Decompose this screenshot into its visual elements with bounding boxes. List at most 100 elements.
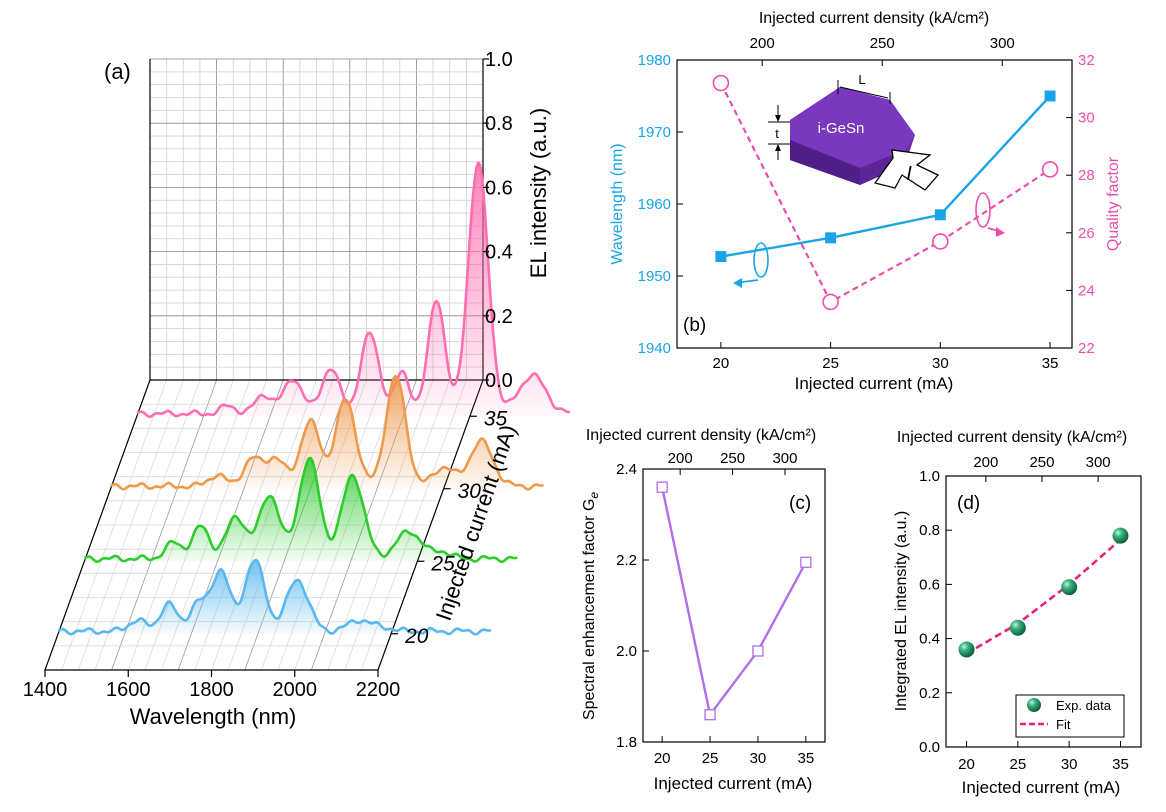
wavelength-axis-title: Wavelength (nm) (130, 704, 297, 729)
spectra-series (57, 161, 570, 636)
top-tick-label: 250 (1029, 454, 1054, 471)
intensity-tick-labels: 0.0 0.2 0.4 0.6 0.8 1.0 (483, 49, 513, 392)
z-tick-label: 0.2 (485, 306, 513, 328)
right-axis-indicator (975, 192, 1005, 237)
panel-b-chart: 20 25 30 35 1940 1950 1960 1970 1980 22 24 26 28 30 32… (609, 10, 1122, 393)
panel-c-x-title: Injected current (mA) (654, 774, 813, 793)
panel-d-series (958, 527, 1129, 658)
z-tick-label: 0.8 (485, 113, 513, 135)
top-tick-label: 200 (668, 450, 693, 467)
panel-b-label: (b) (683, 315, 706, 336)
y-tick-label: 0.6 (919, 576, 940, 593)
exp-data-marker (1061, 579, 1078, 596)
exp-data-marker (958, 641, 975, 658)
quality-factor-marker (932, 233, 949, 250)
wavelength-tick-labels: 1400 1600 1800 2000 2200 (23, 670, 401, 701)
wavelength-marker (1044, 90, 1056, 102)
right-tick-label: 32 (1078, 52, 1095, 69)
inset-material-label: i-GeSn (818, 120, 865, 137)
series-area-20mA (58, 560, 491, 635)
panel-d-legend: Exp. data Fit (1015, 694, 1125, 738)
x-tick-label: 35 (797, 750, 814, 767)
right-tick-label: 30 (1078, 110, 1095, 127)
enhancement-marker (800, 556, 812, 568)
x-tick-label: 25 (1009, 756, 1026, 773)
legend-exp-label: Exp. data (1056, 698, 1112, 713)
y-tick-label: 0.4 (919, 631, 940, 648)
series-line-30mA (110, 374, 544, 491)
z-tick-label: 0.4 (485, 242, 513, 264)
top-tick-label: 250 (720, 450, 745, 467)
x-tick-label: 20 (713, 355, 730, 372)
left-tick-label: 1950 (638, 268, 671, 285)
left-tick-label: 1970 (638, 124, 671, 141)
top-tick-label: 300 (990, 35, 1015, 52)
top-tick-label: 250 (870, 35, 895, 52)
exp-data-marker (1009, 619, 1026, 636)
enhancement-line (660, 486, 807, 718)
quality-factor-marker (1041, 161, 1059, 178)
inset-length-label: L (858, 72, 865, 87)
gesn-device-inset: i-GeSn L t I (768, 72, 940, 191)
exp-data-marker (1112, 527, 1129, 544)
current-tick-labels: 20 25 30 35 (391, 407, 508, 648)
panel-c-chart: 20 25 30 35 1.8 2.0 2.2 2.4 200 250 300 (c) Inject… (581, 427, 826, 793)
x-tick-label: 20 (654, 750, 671, 767)
current-tick-label: 35 (484, 407, 508, 430)
x-tick-label: 35 (1112, 756, 1129, 773)
z-tick-label: 1.0 (485, 49, 513, 71)
y-tick-label: 0.0 (919, 739, 940, 756)
top-tick-label: 200 (973, 454, 998, 471)
panel-d-top-title: Injected current density (kA/cm²) (897, 429, 1127, 446)
x-tick-label: 1800 (189, 679, 234, 701)
enhancement-marker (704, 709, 716, 721)
right-tick-label: 22 (1078, 340, 1095, 357)
quality-factor-line (719, 82, 1051, 304)
wavelength-line (720, 95, 1051, 258)
panel-a-waterfall: 1400 1600 1800 2000 2200 0.00.20.40.60.81.0 … (23, 49, 570, 729)
top-tick-label: 300 (772, 450, 797, 467)
z-tick-label: 0.6 (485, 177, 513, 199)
legend-fit-label: Fit (1056, 717, 1071, 732)
inset-thickness-label: t (775, 126, 779, 141)
current-tick-label: 30 (458, 480, 482, 503)
x-tick-label: 25 (822, 355, 839, 372)
x-tick-label: 2200 (356, 679, 401, 701)
panel-b-series (712, 74, 1059, 311)
current-tick-label: 25 (430, 552, 455, 575)
left-tick-label: 1940 (638, 340, 671, 357)
x-tick-label: 2000 (273, 679, 318, 701)
top-tick-label: 300 (1086, 454, 1111, 471)
panel-b-x-title: Injected current (mA) (795, 374, 954, 393)
right-tick-label: 26 (1078, 225, 1095, 242)
left-tick-label: 1980 (638, 52, 671, 69)
y-tick-label: 0.2 (919, 685, 940, 702)
left-tick-label: 1960 (638, 196, 671, 213)
x-tick-label: 1400 (23, 679, 68, 701)
series-line-35mA (136, 161, 570, 419)
series-line-25mA (84, 456, 518, 564)
top-tick-label: 200 (750, 35, 775, 52)
panel-c-label: (c) (789, 493, 811, 514)
x-tick-label: 30 (932, 355, 949, 372)
quality-factor-marker (822, 293, 839, 311)
series-area-25mA (84, 458, 518, 562)
left-axis-indicator (733, 242, 769, 288)
current-arrow-icon (873, 149, 940, 191)
x-tick-label: 20 (958, 756, 975, 773)
fit-line (965, 538, 1122, 655)
panel-b-left-title: Wavelength (nm) (609, 143, 626, 264)
panel-c-series (656, 481, 812, 721)
panel-d-x-title: Injected current (mA) (962, 778, 1121, 797)
series-line-20mA (57, 558, 492, 636)
panel-c-y-title: Spectral enhancement factor Ge (581, 492, 601, 720)
z-tick-label: 0.0 (485, 370, 513, 392)
wavelength-marker (715, 251, 727, 263)
panel-d-label: (d) (957, 493, 980, 514)
x-tick-label: 35 (1042, 355, 1059, 372)
panel-c-top-title: Injected current density (kA/cm²) (586, 427, 816, 444)
current-tick-label: 20 (404, 625, 429, 648)
panel-c-frame (642, 468, 826, 743)
